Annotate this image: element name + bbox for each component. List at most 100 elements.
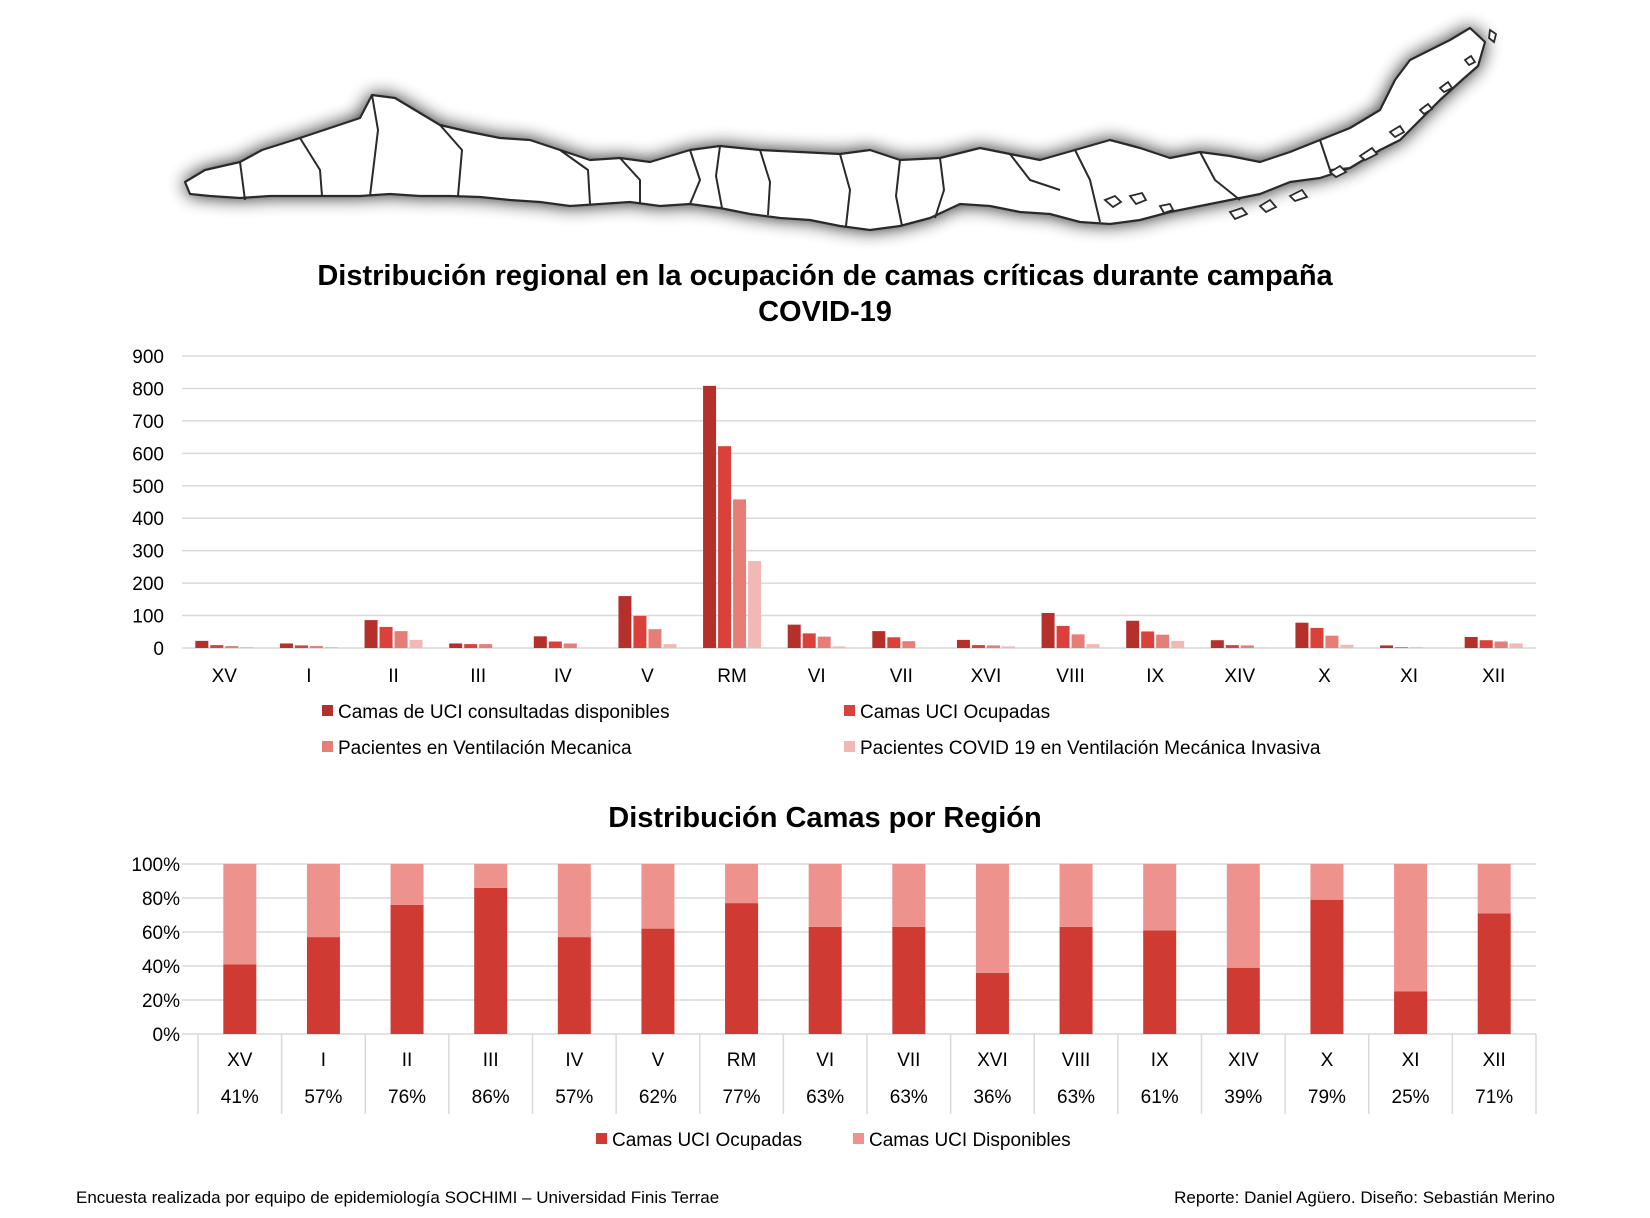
legend-label: Camas UCI Ocupadas — [860, 702, 1050, 723]
bar — [294, 645, 308, 648]
x-tick-label: XVI — [971, 666, 1002, 687]
x-tick-label: XV — [227, 1050, 253, 1071]
bar — [1325, 635, 1339, 648]
y-tick-label: 800 — [132, 379, 164, 400]
stacked-bar-segment — [892, 926, 926, 1034]
chart1-title: Distribución regional en la ocupación de… — [0, 258, 1650, 330]
y-tick-label: 200 — [132, 574, 164, 595]
x-tick-label: X — [1318, 666, 1331, 687]
x-tick-label: XII — [1483, 1050, 1506, 1071]
x-tick-label: I — [306, 666, 311, 687]
bar — [733, 499, 747, 648]
stacked-bar-segment — [1310, 864, 1344, 900]
x-tick-label: X — [1321, 1050, 1334, 1071]
legend-swatch — [853, 1133, 864, 1144]
y-tick-label: 0 — [153, 639, 164, 660]
bar — [1240, 645, 1254, 648]
stacked-bar-segment — [808, 864, 842, 927]
bar — [971, 645, 985, 648]
x-tick-label: XII — [1482, 666, 1505, 687]
bar — [1509, 643, 1523, 648]
bar — [1225, 645, 1239, 648]
y-tick-label: 100% — [131, 855, 180, 876]
table-value: 63% — [890, 1087, 928, 1108]
bar — [718, 446, 732, 648]
bar — [1171, 640, 1185, 648]
table-value: 62% — [639, 1087, 677, 1108]
bar — [533, 636, 547, 648]
x-tick-label: RM — [717, 666, 747, 687]
bar — [1126, 620, 1140, 648]
stacked-bar-segment — [1477, 913, 1511, 1034]
stacked-bar-segment — [641, 928, 675, 1034]
stacked-percent-bar-chart: 0%20%40%60%80%100%XV41%I57%II76%III86%IV… — [131, 855, 1537, 1151]
bar — [1210, 640, 1224, 648]
x-tick-label: IX — [1151, 1050, 1169, 1071]
bar — [1295, 622, 1309, 648]
stacked-bar-segment — [725, 864, 759, 904]
legend-swatch — [322, 705, 333, 716]
x-tick-label: XIV — [1225, 666, 1256, 687]
bar — [832, 646, 846, 648]
x-tick-label: VII — [897, 1050, 920, 1071]
bar — [1156, 634, 1170, 648]
bar — [240, 647, 254, 648]
bar — [1086, 644, 1100, 648]
table-value: 39% — [1224, 1087, 1262, 1108]
stacked-bar-segment — [557, 864, 591, 938]
bar — [633, 615, 647, 648]
y-tick-label: 900 — [132, 347, 164, 368]
legend-swatch — [322, 741, 333, 752]
x-tick-label: XVI — [977, 1050, 1008, 1071]
stacked-bar-segment — [390, 904, 424, 1034]
y-tick-label: 0% — [153, 1025, 181, 1046]
table-value: 71% — [1475, 1087, 1513, 1108]
y-tick-label: 400 — [132, 509, 164, 530]
bar — [548, 641, 562, 648]
bar — [1340, 644, 1354, 648]
table-value: 63% — [1057, 1087, 1095, 1108]
bar — [902, 641, 916, 648]
y-tick-label: 20% — [142, 991, 180, 1012]
bar — [210, 645, 224, 648]
bar — [364, 620, 378, 648]
stacked-bar-segment — [1394, 864, 1428, 992]
x-tick-label: I — [321, 1050, 326, 1071]
stacked-bar-segment — [306, 937, 340, 1034]
stacked-bar-segment — [1477, 864, 1511, 914]
bar — [324, 647, 338, 648]
table-value: 61% — [1141, 1087, 1179, 1108]
x-tick-label: XIV — [1228, 1050, 1259, 1071]
x-tick-label: VIII — [1062, 1050, 1091, 1071]
table-value: 36% — [973, 1087, 1011, 1108]
bar — [464, 644, 478, 648]
bar — [817, 636, 831, 648]
legend-label: Camas de UCI consultadas disponibles — [338, 702, 670, 723]
bar — [563, 643, 577, 648]
chart1-title-line1: Distribución regional en la ocupación de… — [317, 260, 1333, 292]
bar — [1494, 641, 1508, 648]
y-tick-label: 100 — [132, 607, 164, 628]
bar — [648, 629, 662, 648]
stacked-bar-segment — [306, 864, 340, 938]
map-outline-main — [183, 26, 1487, 232]
x-tick-label: IX — [1146, 666, 1164, 687]
legend-swatch — [844, 741, 855, 752]
stacked-bar-segment — [725, 903, 759, 1034]
bar — [479, 644, 493, 648]
stacked-bar-segment — [641, 864, 675, 929]
stacked-bar-segment — [808, 926, 842, 1034]
legend-label: Camas UCI Ocupadas — [612, 1130, 802, 1151]
legend-label: Camas UCI Disponibles — [869, 1130, 1071, 1151]
y-tick-label: 500 — [132, 477, 164, 498]
x-tick-label: IV — [565, 1050, 583, 1071]
bar — [663, 644, 677, 648]
footer-credits: Reporte: Daniel Agüero. Diseño: Sebastiá… — [1174, 1188, 1555, 1207]
x-tick-label: VI — [808, 666, 826, 687]
bar — [986, 645, 1000, 648]
legend-swatch — [844, 705, 855, 716]
footer-source: Encuesta realizada por equipo de epidemi… — [76, 1188, 720, 1207]
bar — [748, 561, 762, 648]
stacked-bar-segment — [223, 864, 257, 965]
